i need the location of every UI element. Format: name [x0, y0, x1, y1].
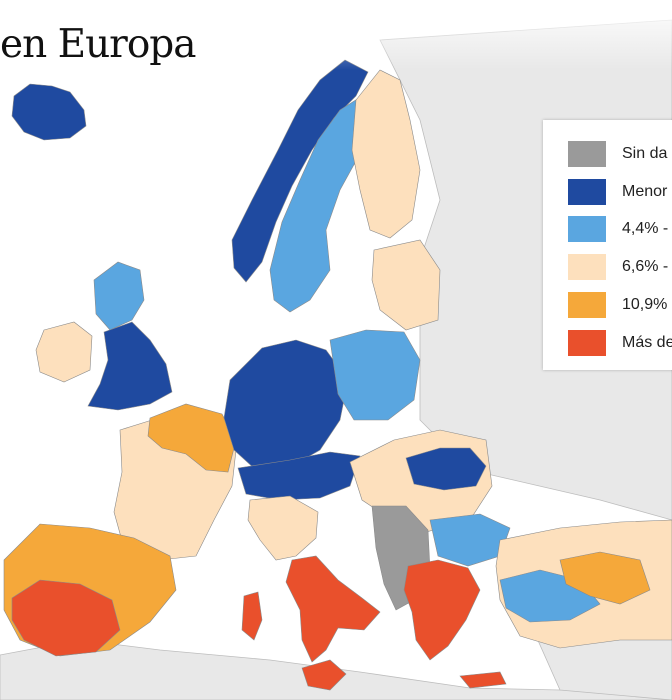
legend-swatch — [568, 330, 606, 356]
map-region-scotland — [93, 261, 145, 331]
legend-item-range-4: 10,9% — [568, 292, 667, 318]
legend-item-sin-datos: Sin da — [568, 141, 667, 167]
map-region-england — [87, 321, 173, 411]
page-title: en Europa — [0, 22, 197, 67]
legend-item-range-3: 6,6% - — [568, 254, 668, 280]
map-region-sicily — [301, 659, 347, 691]
map-region-poland — [329, 329, 421, 421]
map-region-romania-east — [405, 447, 487, 491]
legend-label: 6,6% - — [622, 258, 669, 275]
legend-label: Sin da — [622, 145, 668, 162]
legend-item-range-2: 4,4% - — [568, 216, 668, 242]
legend-swatch — [568, 292, 606, 318]
legend-item-mas-de: Más de — [568, 330, 672, 356]
legend-swatch — [568, 254, 606, 280]
map-region-iceland — [11, 83, 87, 141]
map-region-italy-north — [247, 495, 319, 561]
map-region-baltics — [371, 239, 441, 331]
map-region-spain-south — [11, 579, 121, 657]
legend-swatch — [568, 141, 606, 167]
map-region-italy-south — [285, 555, 381, 663]
map-region-crete — [459, 671, 507, 689]
map-region-germany — [223, 339, 349, 471]
map-region-czech-austria — [237, 451, 361, 501]
map-region-france-north — [147, 403, 237, 473]
legend-label: 10,9% — [622, 296, 668, 313]
legend-item-menor: Menor — [568, 179, 667, 205]
map-region-greece — [403, 559, 481, 661]
legend: Sin da Menor 4,4% - 6,6% - 10,9% Más de — [543, 120, 672, 370]
map-region-ireland — [35, 321, 93, 383]
legend-label: Más de — [622, 334, 672, 351]
legend-label: Menor — [622, 183, 668, 200]
title-fade — [0, 0, 672, 70]
legend-swatch — [568, 179, 606, 205]
legend-swatch — [568, 216, 606, 242]
legend-label: 4,4% - — [622, 220, 669, 237]
map-region-norway-sweden-mid — [269, 95, 363, 313]
map-region-finland — [351, 69, 421, 239]
map-region-turkey-south — [559, 551, 651, 605]
map-region-sardinia — [241, 591, 263, 641]
